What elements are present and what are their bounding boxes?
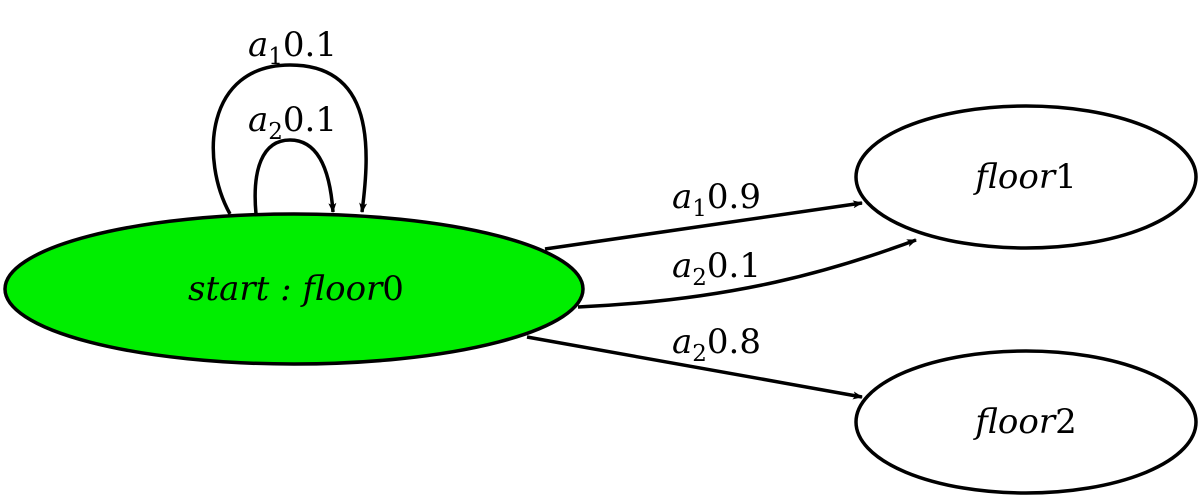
edge-loop-a1 bbox=[211, 63, 368, 215]
node-floor1 bbox=[854, 104, 1198, 250]
edge-label-floor1-a1: a10.9 bbox=[672, 177, 761, 222]
node-start-label: start : floor0 bbox=[188, 269, 404, 309]
edge-label-floor2-a2: a20.8 bbox=[672, 322, 761, 367]
node-start-floor0 bbox=[3, 212, 585, 366]
node-floor2-label: floor2 bbox=[972, 402, 1077, 442]
edge-start-to-floor1-a1 bbox=[544, 200, 863, 251]
node-floor1-label: floor1 bbox=[972, 157, 1077, 197]
edge-start-to-floor2-a2 bbox=[526, 335, 863, 400]
edge-start-to-floor1-a2 bbox=[577, 238, 917, 309]
node-floor2 bbox=[854, 349, 1198, 495]
edge-label-floor1-a2: a20.1 bbox=[672, 246, 761, 291]
edge-label-loop-a2: a20.1 bbox=[248, 100, 337, 145]
edge-loop-a2 bbox=[253, 138, 337, 215]
edge-label-loop-a1: a10.1 bbox=[248, 25, 337, 70]
